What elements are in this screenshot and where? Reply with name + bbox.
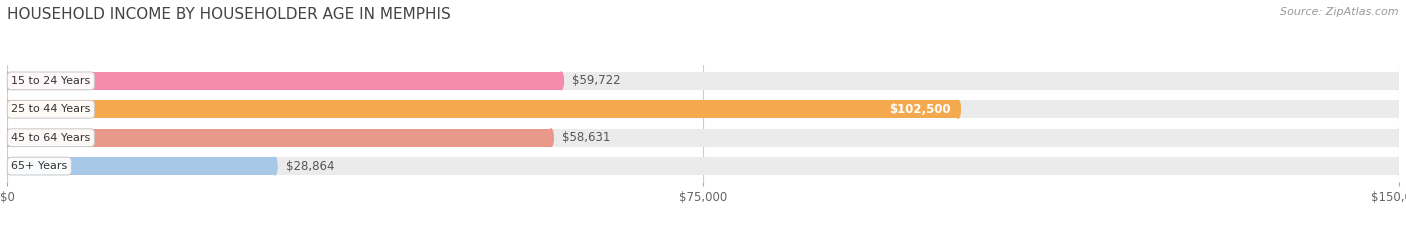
Ellipse shape: [956, 100, 960, 118]
Text: $102,500: $102,500: [890, 103, 952, 116]
Bar: [7, 100, 1399, 118]
Ellipse shape: [1396, 72, 1402, 90]
Bar: [7, 72, 561, 90]
Ellipse shape: [4, 100, 10, 118]
Bar: [7, 129, 551, 147]
Ellipse shape: [1396, 100, 1402, 118]
Ellipse shape: [1396, 157, 1402, 175]
Bar: [7, 72, 1399, 90]
Ellipse shape: [1396, 129, 1402, 147]
Ellipse shape: [560, 72, 564, 90]
Text: $58,631: $58,631: [562, 131, 610, 144]
Ellipse shape: [4, 72, 10, 90]
Text: 65+ Years: 65+ Years: [11, 161, 67, 171]
Text: HOUSEHOLD INCOME BY HOUSEHOLDER AGE IN MEMPHIS: HOUSEHOLD INCOME BY HOUSEHOLDER AGE IN M…: [7, 7, 451, 22]
Ellipse shape: [4, 157, 10, 175]
Bar: [7, 100, 959, 118]
Bar: [7, 157, 1399, 175]
Bar: [7, 157, 276, 175]
Bar: [7, 129, 1399, 147]
Ellipse shape: [4, 129, 10, 147]
Ellipse shape: [548, 129, 553, 147]
Text: $59,722: $59,722: [572, 74, 621, 87]
Text: $28,864: $28,864: [285, 160, 335, 173]
Text: 15 to 24 Years: 15 to 24 Years: [11, 76, 90, 86]
Text: 45 to 64 Years: 45 to 64 Years: [11, 133, 90, 143]
Ellipse shape: [273, 157, 277, 175]
Text: 25 to 44 Years: 25 to 44 Years: [11, 104, 90, 114]
Text: Source: ZipAtlas.com: Source: ZipAtlas.com: [1281, 7, 1399, 17]
